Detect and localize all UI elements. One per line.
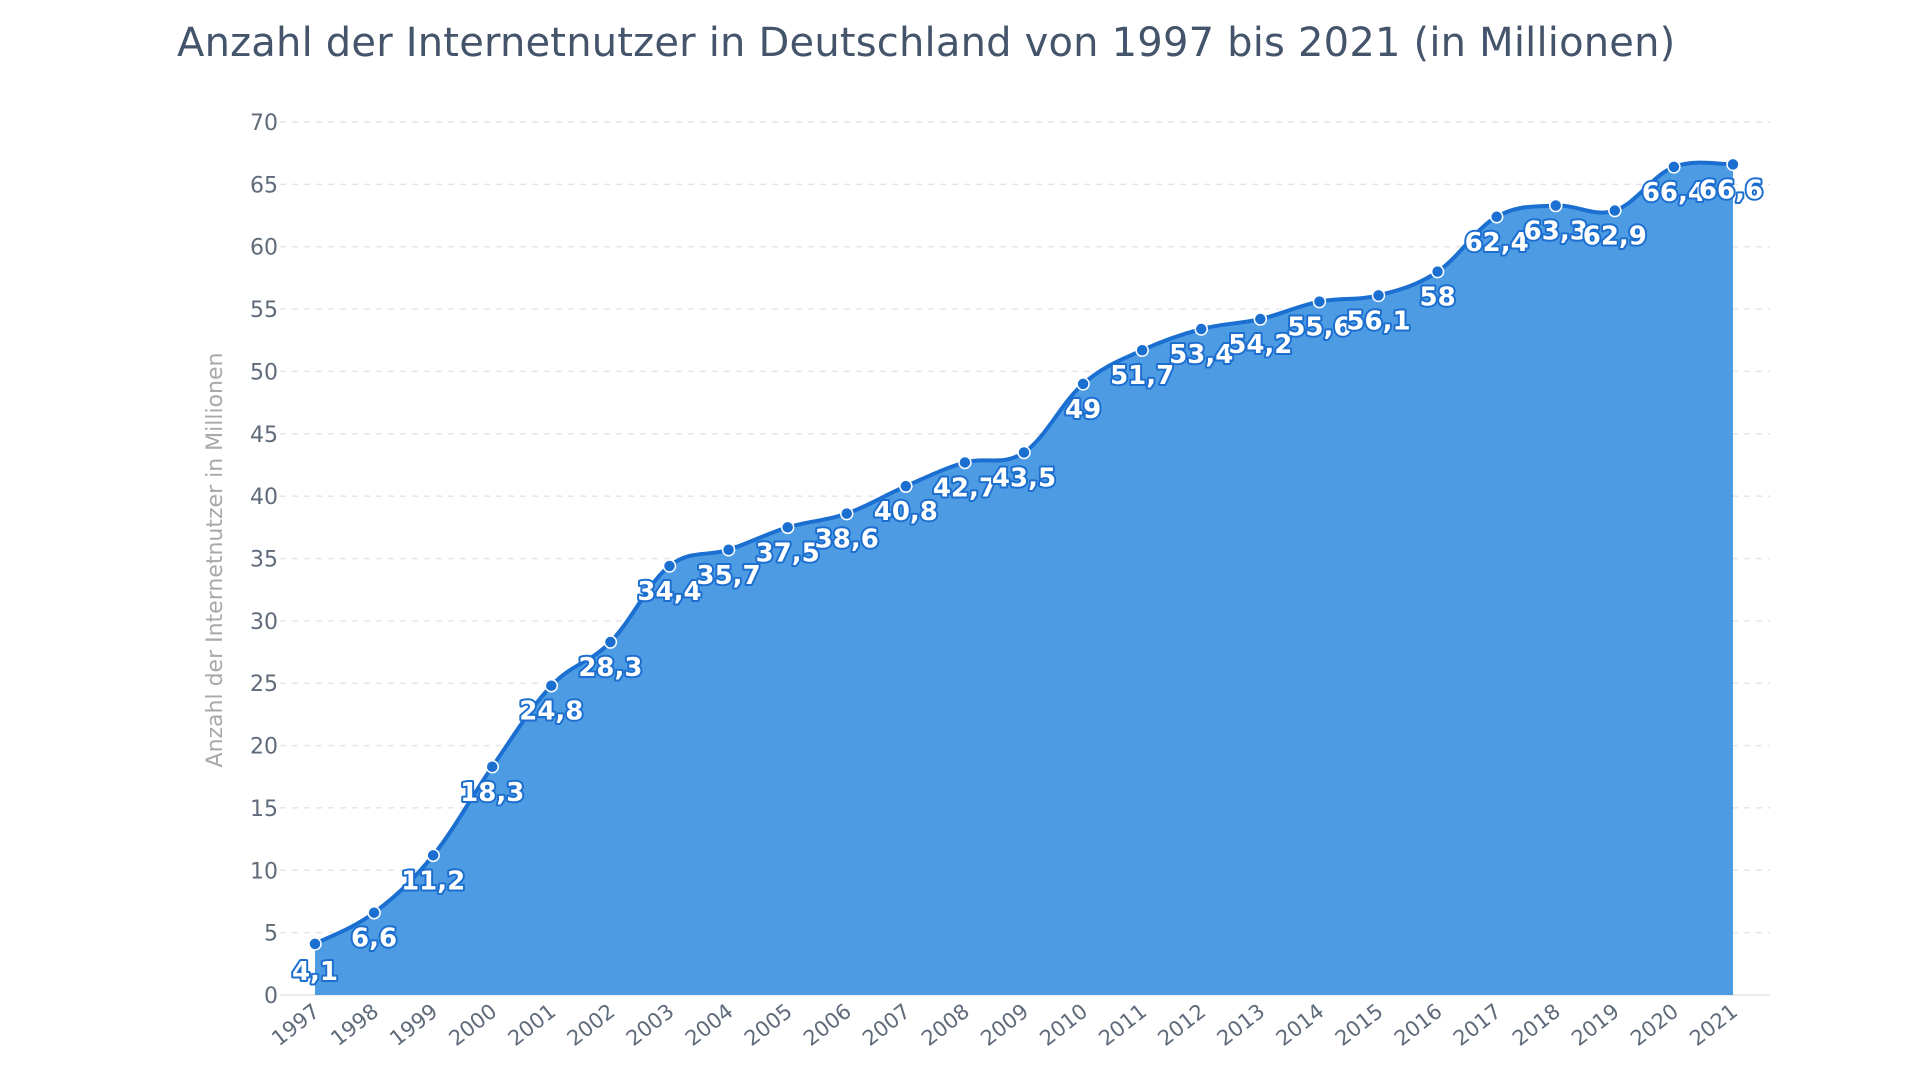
data-point [1312,294,1327,309]
data-point [1253,312,1268,326]
x-tick-label: 2006 [799,999,856,1051]
data-point [1017,445,1031,460]
x-tick-label: 2009 [976,999,1033,1051]
chart-title: Anzahl der Internetnutzer in Deutschland… [177,20,1676,66]
data-point [485,760,499,774]
data-point [1430,264,1445,279]
data-label: 24,8 [519,697,583,727]
data-point [603,635,618,649]
x-tick-label: 2017 [1449,999,1506,1051]
data-markers [308,157,1740,951]
x-tick-label: 2000 [444,999,501,1051]
data-point [1135,343,1149,357]
data-label: 35,7 [697,561,761,591]
data-point [1667,160,1681,174]
data-label: 58 [1419,283,1455,313]
y-tick-label: 50 [250,360,278,385]
y-tick-label: 5 [264,922,278,947]
data-label: 62,9 [1583,222,1647,252]
y-tick-label: 25 [250,672,278,697]
x-tick-label: 1999 [385,999,442,1051]
x-tick-label: 2015 [1331,999,1388,1051]
data-label: 34,4 [637,577,701,607]
data-label: 63,3 [1524,217,1588,247]
y-tick-label: 10 [250,859,278,884]
x-tick-label: 2010 [1035,999,1092,1051]
data-label: 66,4 [1642,178,1706,208]
x-tick-label: 2016 [1390,999,1447,1051]
data-point [426,848,440,863]
data-point [1608,203,1622,218]
data-point [899,479,913,493]
x-tick-label: 2020 [1626,999,1683,1051]
data-labels: 4,1 6,611,2 18,3 24,8 28,3 34,435,737,538,640… [290,173,1765,988]
area-series [315,162,1733,995]
data-point [840,506,854,521]
x-tick-label: 2013 [1213,999,1270,1051]
data-point [1726,157,1740,172]
data-point [367,905,381,920]
x-tick-label: 1998 [326,999,383,1051]
data-label: 51,7 [1110,361,1174,391]
data-label: 43,5 [992,463,1056,493]
data-point [1549,198,1563,213]
data-label: 18,3 [460,778,524,808]
y-tick-label: 55 [250,298,278,323]
data-point [1489,210,1504,224]
data-label: 4,1 [292,957,338,987]
x-tick-label: 2005 [740,999,797,1051]
x-tick-label: 2014 [1272,999,1329,1051]
data-label: 55,6 [1287,313,1351,343]
y-tick-label: 20 [250,735,278,760]
data-point [308,937,322,951]
y-tick-label: 35 [250,548,278,573]
data-point [1194,322,1208,336]
x-axis-ticks: 1997 1998 1999 2000 2001 2002 2003 2004 2005 2006… [267,999,1742,1051]
x-tick-label: 2018 [1508,999,1565,1051]
y-tick-label: 30 [250,610,278,635]
x-tick-label: 2004 [681,999,738,1051]
data-label: 66,6 [1699,175,1763,205]
data-label: 42,7 [933,473,997,503]
x-tick-label: 2003 [622,999,679,1051]
data-label: 49 [1065,395,1101,425]
data-label: 40,8 [874,497,938,527]
y-tick-label: 60 [250,236,278,261]
y-axis-label: Anzahl der Internetnutzer in Millionen [203,353,228,768]
data-point [662,559,677,573]
data-point [958,455,972,470]
data-point [780,520,795,535]
y-tick-label: 45 [250,423,278,448]
x-tick-label: 2007 [858,999,915,1051]
x-tick-label: 2008 [917,999,974,1051]
data-label: 38,6 [815,525,879,555]
x-tick-label: 2002 [563,999,620,1051]
data-label: 54,2 [1228,330,1292,360]
area-fill [315,162,1733,995]
x-tick-label: 2012 [1153,999,1210,1051]
y-tick-label: 40 [250,485,278,510]
data-point [1371,288,1386,303]
y-tick-label: 15 [250,797,278,822]
data-label: 37,5 [756,538,820,568]
data-label: 6,6 [351,924,397,954]
y-tick-label: 70 [250,111,278,136]
x-tick-label: 2019 [1567,999,1624,1051]
x-tick-label: 2011 [1094,999,1151,1051]
data-label: 56,1 [1346,306,1410,336]
data-point [1076,377,1090,391]
data-label: 62,4 [1465,228,1529,258]
y-tick-label: 0 [264,984,278,1009]
x-tick-label: 2001 [504,999,561,1051]
x-tick-label: 2021 [1685,999,1742,1051]
data-point [721,543,736,557]
data-label: 11,2 [401,866,465,896]
data-point [544,678,559,693]
y-axis-ticks: 0 5 10 15 20 25 30 35 40 45 50 55 60 65 70 [250,111,278,1009]
y-tick-label: 65 [250,173,278,198]
data-label: 53,4 [1169,340,1233,370]
data-label: 28,3 [578,653,642,683]
